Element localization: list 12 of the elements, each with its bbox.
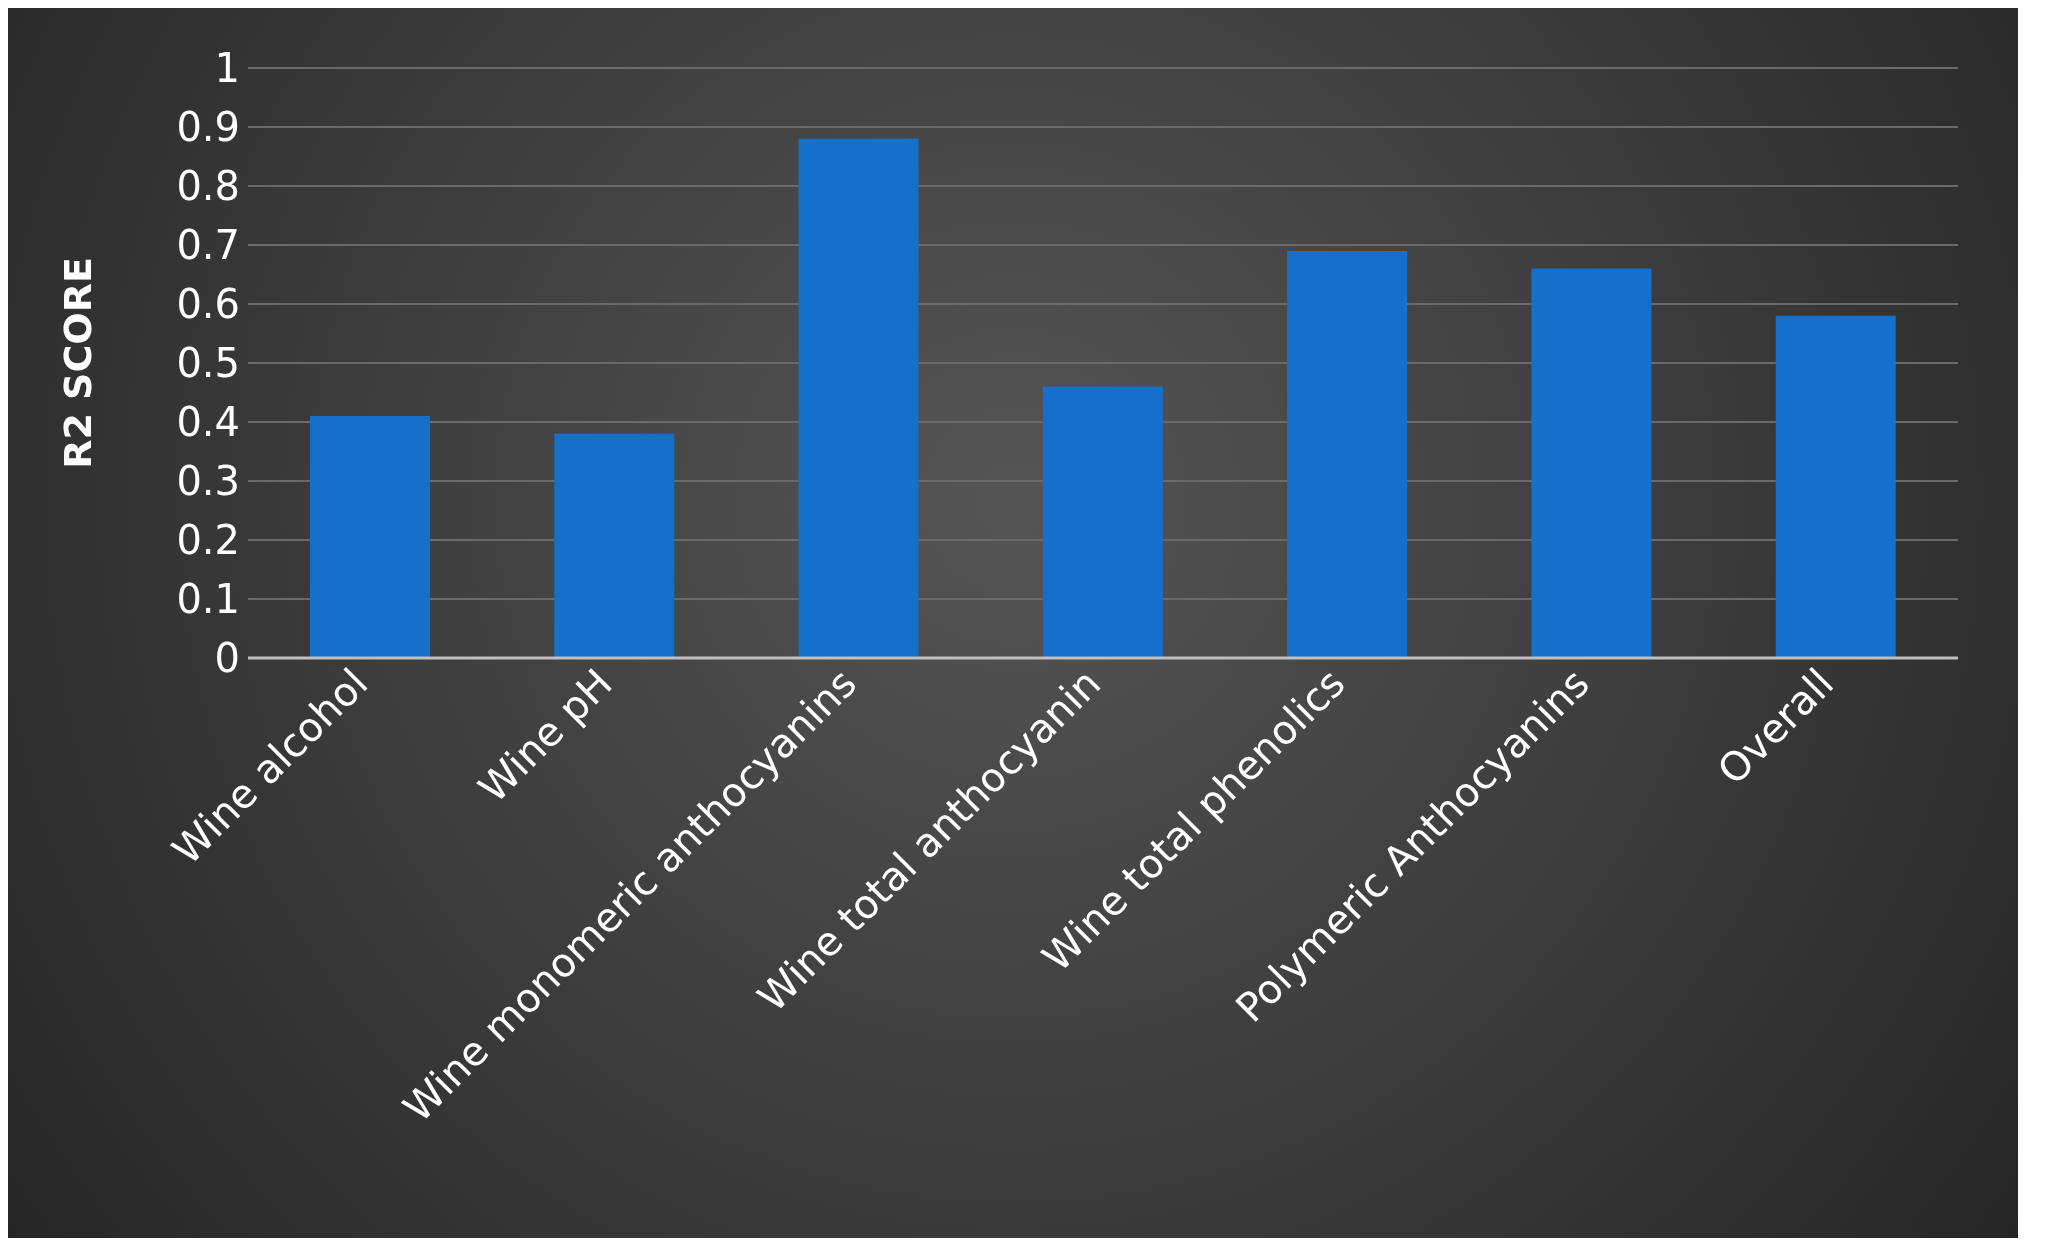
y-tick-label: 1 bbox=[214, 45, 240, 92]
y-tick-label: 0.4 bbox=[176, 399, 240, 446]
y-tick-label: 0.8 bbox=[176, 163, 240, 210]
y-tick-label: 0.9 bbox=[176, 104, 240, 151]
y-axis-title: R2 SCORE bbox=[56, 257, 101, 469]
y-tick-label: 0.6 bbox=[176, 281, 240, 328]
y-tick-label: 0 bbox=[214, 635, 240, 682]
y-tick-label: 0.1 bbox=[176, 576, 240, 623]
y-tick-label: 0.7 bbox=[176, 222, 240, 269]
y-tick-label: 0.5 bbox=[176, 340, 240, 387]
y-tick-label: 0.2 bbox=[176, 517, 240, 564]
y-tick-label: 0.3 bbox=[176, 458, 240, 505]
